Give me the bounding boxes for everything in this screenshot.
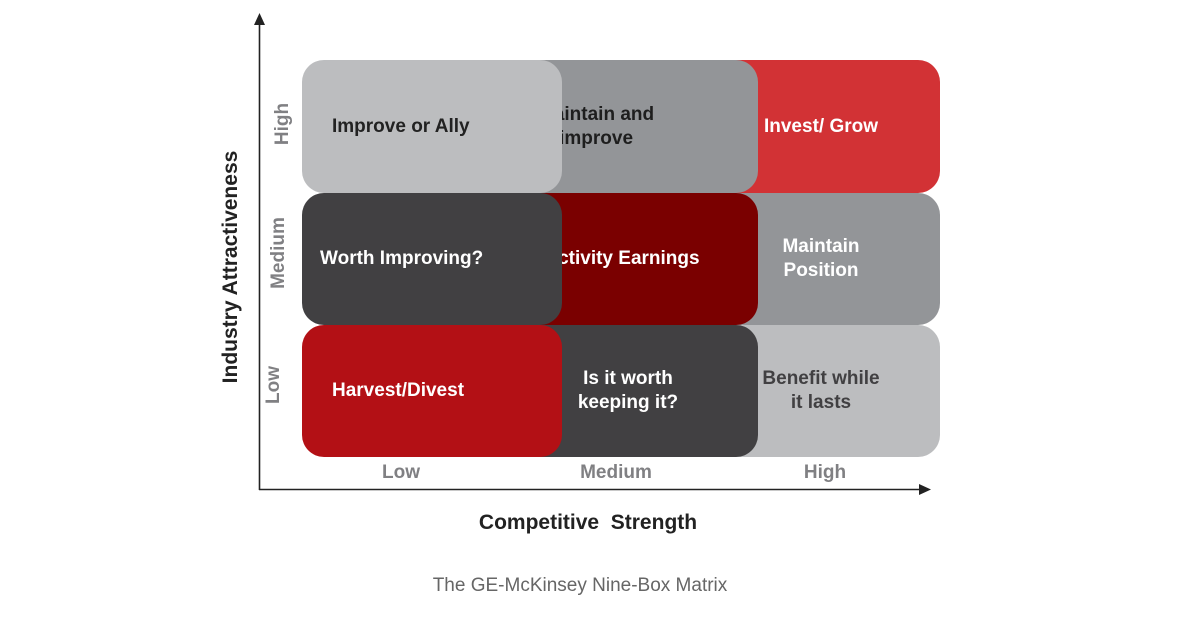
figure-caption: The GE-McKinsey Nine-Box Matrix [432, 575, 728, 596]
col-label-high: High [803, 462, 847, 483]
box-harvest-divest: Harvest/Divest [302, 325, 562, 457]
y-axis-arrowhead [254, 13, 265, 25]
box-improve-or-ally: Improve or Ally [302, 60, 562, 193]
row-label-high: High [272, 102, 293, 146]
x-axis-arrowhead [919, 484, 931, 495]
row-label-low: Low [263, 366, 284, 404]
row-label-medium: Medium [268, 217, 289, 289]
box-worth-improving: Worth Improving? [302, 193, 562, 325]
y-axis-title: Industry Attractiveness [219, 150, 242, 384]
col-label-low: Low [382, 462, 420, 483]
x-axis-title: Competitive Strength [478, 511, 698, 534]
col-label-medium: Medium [580, 462, 652, 483]
